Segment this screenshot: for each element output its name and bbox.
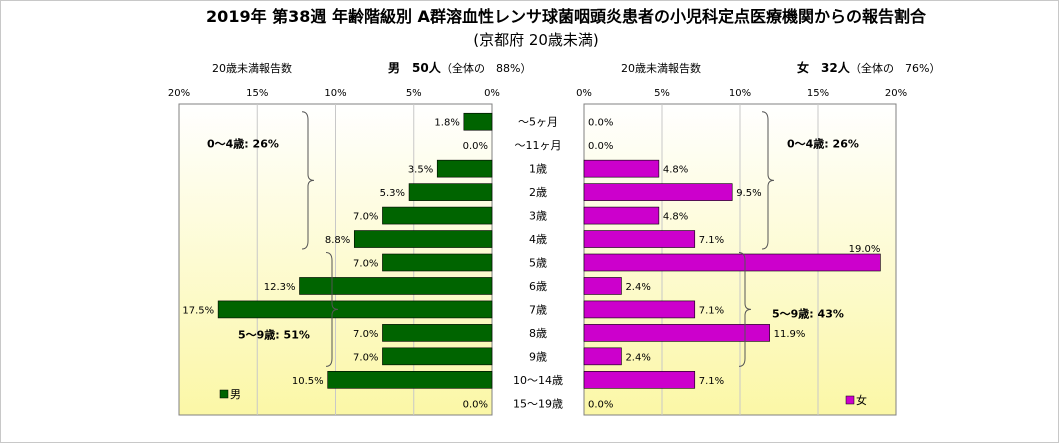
female-bar	[583, 324, 770, 342]
male-data-label: 7.0%	[353, 259, 378, 270]
male-bar	[382, 253, 493, 272]
age-category-label: 7歳	[529, 303, 547, 316]
male-data-label: 12.3%	[264, 282, 296, 293]
age-category-label: 8歳	[529, 327, 547, 340]
female-group-label: 0～4歳: 26%	[787, 136, 859, 150]
male-bar	[463, 112, 493, 131]
female-bar	[583, 371, 696, 389]
female-count-header: 20歳未満報告数	[621, 62, 701, 75]
female-legend-swatch	[845, 395, 855, 405]
male-total-label: 男 50人	[388, 60, 442, 75]
female-data-label: 2.4%	[625, 282, 650, 293]
male-count-header: 20歳未満報告数	[212, 62, 292, 75]
female-legend-label: 女	[856, 393, 867, 407]
female-bar	[583, 347, 622, 366]
age-category-label: 5歳	[529, 257, 547, 270]
female-bar	[583, 300, 696, 319]
female-bar	[583, 183, 733, 201]
male-x-tick-label: 0%	[484, 88, 500, 99]
male-bar	[408, 183, 493, 201]
chart-title: 2019年 第38週 年齢階級別 A群溶血性レンサ球菌咽頭炎患者の小児科定点医療…	[206, 7, 927, 26]
male-bar	[217, 300, 493, 319]
bars	[217, 112, 881, 389]
male-bar	[353, 230, 493, 248]
age-category-label: 3歳	[529, 210, 547, 223]
male-data-label: 7.0%	[353, 352, 378, 363]
male-data-label: 7.0%	[353, 329, 378, 340]
male-bar	[436, 159, 493, 178]
female-data-label: 0.0%	[588, 118, 613, 129]
female-total-label: 女 32人	[797, 60, 851, 75]
female-data-label: 2.4%	[625, 352, 650, 363]
age-group-annotations: 0～4歳: 26% 5～9歳: 51% 0～4歳: 26% 5～9歳: 43%	[207, 111, 859, 367]
male-group-brace	[325, 252, 339, 367]
female-x-tick-label: 5%	[654, 88, 670, 99]
female-share-label: （全体の 76%）	[850, 61, 940, 75]
female-x-tick-label: 10%	[729, 88, 751, 99]
male-legend-swatch	[219, 389, 229, 399]
male-bar	[327, 371, 493, 389]
male-data-label: 1.8%	[434, 118, 459, 129]
age-category-label: 15～19歳	[513, 397, 563, 410]
female-data-label: 7.1%	[699, 235, 724, 246]
age-category-label: 10～14歳	[513, 374, 563, 387]
female-group-label: 5～9歳: 43%	[772, 306, 844, 320]
male-bar	[299, 277, 493, 295]
male-data-label: 0.0%	[463, 399, 488, 410]
female-bar	[583, 206, 660, 225]
male-group-label: 0～4歳: 26%	[207, 136, 279, 150]
male-bar	[382, 206, 493, 225]
female-data-label: 11.9%	[774, 329, 806, 340]
male-group-label: 5～9歳: 51%	[238, 327, 310, 341]
male-x-tick-label: 10%	[324, 88, 346, 99]
category-labels: ～5ヶ月 ～11ヶ月 1歳 2歳 3歳 4歳 5歳 6歳 7歳 8歳 9歳 10～14歳 15～19歳	[513, 116, 563, 411]
female-x-tick-label: 20%	[885, 88, 907, 99]
age-category-label: 2歳	[529, 186, 547, 199]
female-data-label: 9.5%	[736, 188, 761, 199]
male-bar	[382, 347, 493, 366]
female-bar	[583, 159, 660, 178]
age-category-label: 6歳	[529, 280, 547, 293]
female-x-tick-label: 15%	[807, 88, 829, 99]
female-group-brace	[738, 252, 752, 367]
male-legend-label: 男	[230, 388, 241, 401]
female-data-label: 0.0%	[588, 399, 613, 410]
female-data-label: 7.1%	[699, 376, 724, 387]
female-bar	[583, 230, 696, 248]
male-x-tick-label: 20%	[168, 88, 190, 99]
male-group-brace	[301, 111, 315, 250]
age-category-label: 1歳	[529, 163, 547, 176]
male-data-label: 10.5%	[292, 376, 324, 387]
male-data-label: 17.5%	[182, 305, 214, 316]
female-data-label: 7.1%	[699, 305, 724, 316]
female-group-brace	[761, 111, 775, 250]
data-labels: 1.8% 0.0% 3.5% 5.3% 7.0% 8.8% 7.0% 12.3% 17.5% 7.…	[182, 118, 880, 411]
male-bar	[382, 324, 493, 342]
chart-subtitle: (京都府 20歳未満)	[473, 31, 599, 49]
female-data-label: 4.8%	[663, 212, 688, 223]
male-data-label: 7.0%	[353, 212, 378, 223]
female-data-label: 4.8%	[663, 165, 688, 176]
female-bar	[583, 253, 881, 272]
age-category-label: ～11ヶ月	[515, 139, 562, 152]
male-x-tick-label: 5%	[406, 88, 422, 99]
female-data-label: 19.0%	[849, 244, 881, 255]
male-x-tick-label: 15%	[246, 88, 268, 99]
male-data-label: 8.8%	[325, 235, 350, 246]
age-category-label: 4歳	[529, 233, 547, 246]
age-category-label: 9歳	[529, 350, 547, 363]
male-share-label: （全体の 88%）	[441, 61, 531, 75]
female-x-tick-label: 0%	[576, 88, 592, 99]
female-bar	[583, 277, 622, 295]
female-data-label: 0.0%	[588, 141, 613, 152]
male-data-label: 5.3%	[380, 188, 405, 199]
male-data-label: 3.5%	[408, 165, 433, 176]
age-category-label: ～5ヶ月	[518, 116, 558, 129]
male-data-label: 0.0%	[463, 141, 488, 152]
axis-ticks: 20% 15% 10% 5% 0% 0% 5% 10% 15% 20%	[168, 88, 907, 99]
